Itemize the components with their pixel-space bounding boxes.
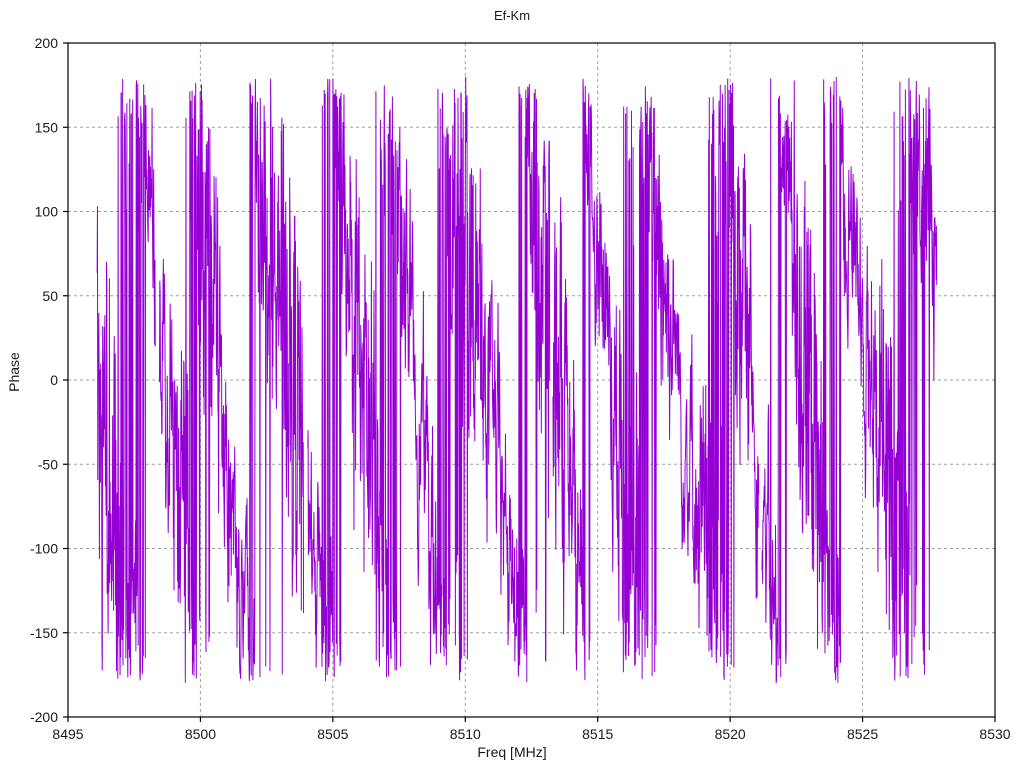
axis-ticks bbox=[63, 42, 996, 722]
svg-text:-50: -50 bbox=[38, 456, 58, 472]
svg-text:-100: -100 bbox=[30, 541, 58, 557]
svg-text:8530: 8530 bbox=[979, 726, 1010, 742]
svg-text:8510: 8510 bbox=[450, 726, 481, 742]
plot-border bbox=[67, 42, 996, 718]
svg-text:200: 200 bbox=[35, 35, 59, 51]
svg-text:50: 50 bbox=[42, 288, 58, 304]
svg-text:8520: 8520 bbox=[715, 726, 746, 742]
svg-text:100: 100 bbox=[35, 204, 59, 220]
svg-text:0: 0 bbox=[50, 372, 58, 388]
svg-text:8500: 8500 bbox=[185, 726, 216, 742]
phase-series bbox=[96, 76, 938, 684]
svg-text:8525: 8525 bbox=[847, 726, 878, 742]
svg-text:-150: -150 bbox=[30, 625, 58, 641]
x-axis-label: Freq [MHz] bbox=[477, 744, 547, 760]
svg-text:8505: 8505 bbox=[317, 726, 348, 742]
svg-text:8495: 8495 bbox=[52, 726, 83, 742]
chart-title: Ef-Km bbox=[493, 8, 531, 23]
svg-text:150: 150 bbox=[35, 119, 59, 135]
svg-text:8515: 8515 bbox=[582, 726, 613, 742]
svg-text:-200: -200 bbox=[30, 709, 58, 725]
axis-tick-labels: 8495 8500 8505 8510 8515 8520 8525 8530 -200 -150… bbox=[30, 35, 1011, 742]
